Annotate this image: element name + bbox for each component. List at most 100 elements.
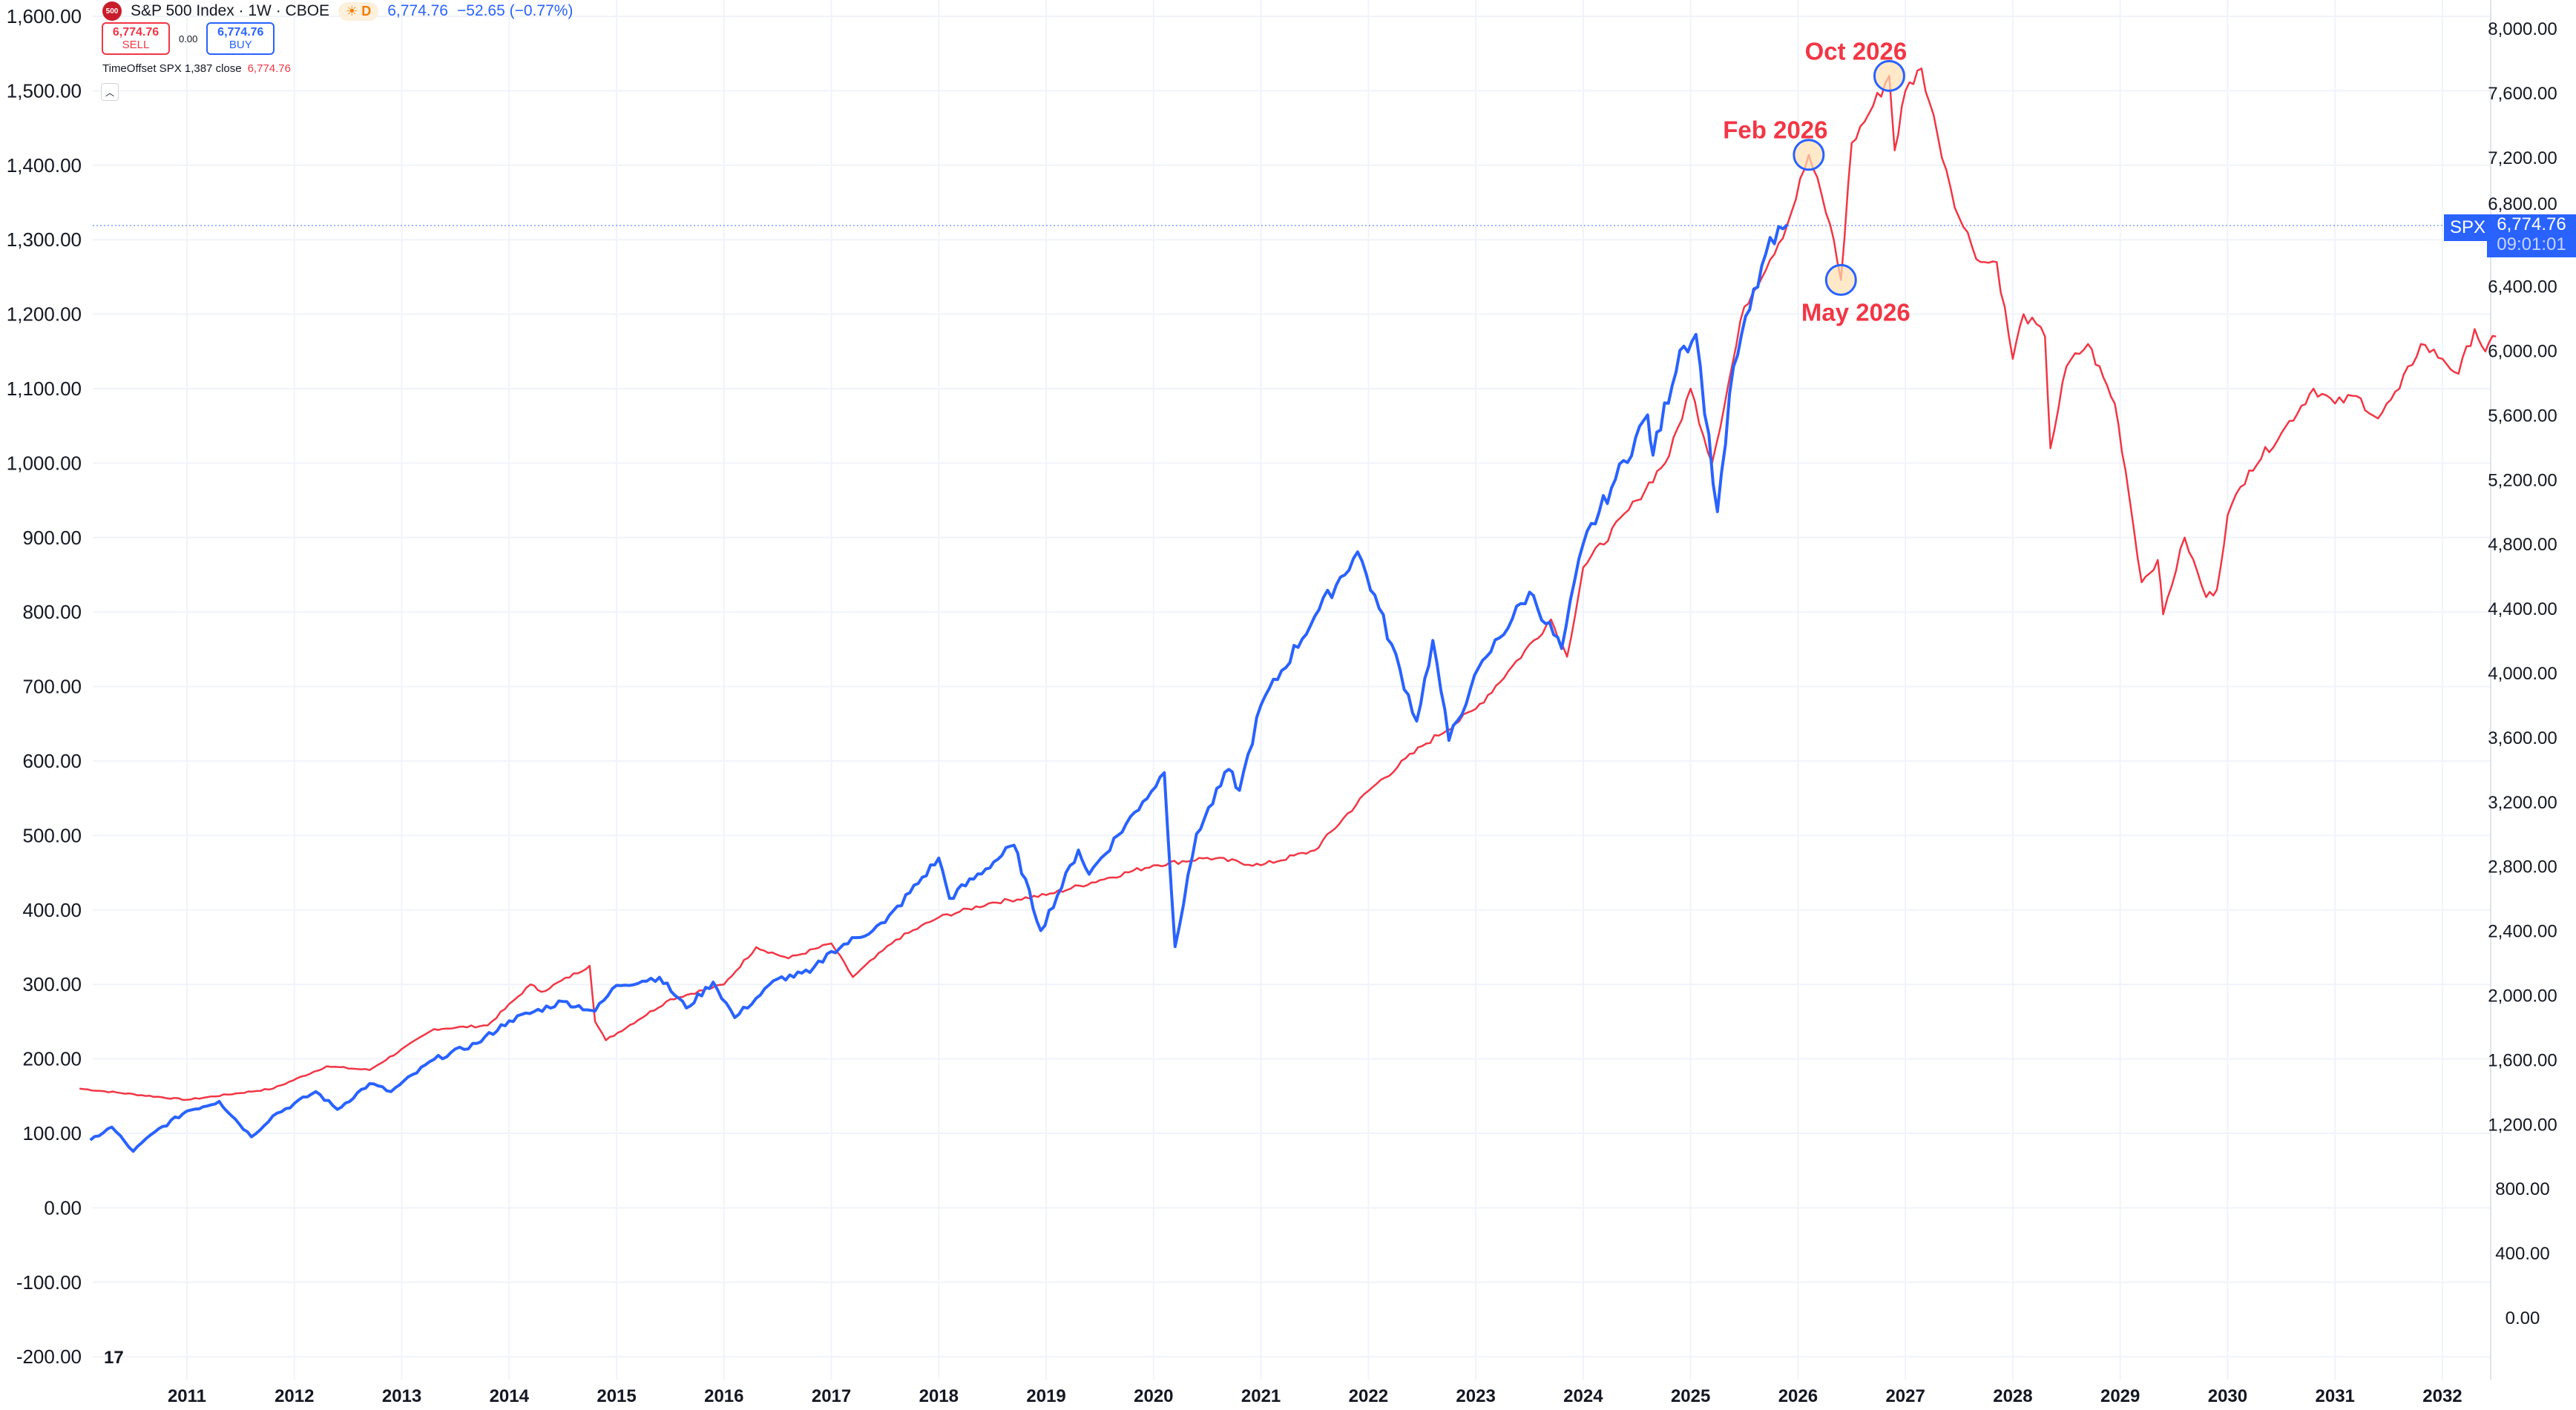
symbol-title[interactable]: S&P 500 Index · 1W · CBOE: [131, 2, 330, 19]
time-axis: 2011 2012 2013 2014 2015 2016 2017 2018 2019 2020…: [168, 1386, 2462, 1406]
left-tick-label: 900.00: [22, 527, 82, 549]
price-change: −52.65 (−0.77%): [456, 2, 574, 19]
left-tick-label: 1,500.00: [7, 79, 82, 102]
time-tick-label: 2018: [919, 1386, 959, 1406]
last-price: 6,774.76: [387, 2, 448, 19]
left-tick-label: 1,400.00: [7, 154, 82, 177]
series: [79, 67, 2497, 1153]
indicator-label: TimeOffset SPX 1,387 close: [102, 62, 242, 75]
session-badge[interactable]: ☀ D: [338, 1, 379, 21]
spread: 0.00: [179, 33, 198, 45]
left-tick-label: -200.00: [16, 1345, 82, 1368]
right-tick-label: 6,800.00: [2488, 194, 2557, 214]
right-tick-label: 4,800.00: [2488, 535, 2557, 555]
right-tick-label: 3,600.00: [2488, 728, 2557, 748]
right-tick-label: 2,400.00: [2488, 922, 2557, 942]
right-tick-label: 0.00: [2506, 1308, 2540, 1328]
right-tick-label: 400.00: [2495, 1244, 2549, 1264]
trade-panel: 6,774.76 SELL 0.00 6,774.76 BUY: [102, 22, 275, 55]
time-tick-label: 2015: [597, 1386, 636, 1406]
time-tick-label: 2022: [1349, 1386, 1388, 1406]
indicator-value: 6,774.76: [247, 62, 291, 75]
right-tick-label: 6,000.00: [2488, 342, 2557, 362]
time-tick-label: 2021: [1241, 1386, 1281, 1406]
tradingview-logo[interactable]: 17: [104, 1348, 124, 1368]
time-tick-label: 2028: [1993, 1386, 2032, 1406]
left-tick-label: 800.00: [22, 601, 82, 623]
left-tick-label: 600.00: [22, 750, 82, 772]
time-tick-label: 2031: [2316, 1386, 2355, 1406]
right-tick-label: 1,200.00: [2488, 1115, 2557, 1135]
time-tick-label: 2030: [2208, 1386, 2247, 1406]
annotations: Feb 2026 May 2026 Oct 2026: [1723, 37, 1910, 326]
sp500-logo: 500: [102, 1, 122, 21]
time-tick-label: 2011: [168, 1386, 206, 1406]
right-tick-label: 800.00: [2495, 1179, 2549, 1199]
grid: [93, 0, 2491, 1380]
right-tick-label: 5,200.00: [2488, 470, 2557, 490]
annotation-marker: [1824, 263, 1857, 296]
left-tick-label: 1,000.00: [7, 452, 82, 474]
right-tick-label: 7,200.00: [2488, 148, 2557, 168]
sell-button[interactable]: 6,774.76 SELL: [102, 22, 170, 55]
sell-label: SELL: [122, 39, 150, 51]
buy-label: BUY: [229, 39, 252, 51]
annotation-marker: [1873, 59, 1905, 92]
time-tick-label: 2020: [1134, 1386, 1173, 1406]
last-price-value: 6,774.76: [2497, 214, 2566, 234]
annotation-label: Oct 2026: [1805, 37, 1908, 65]
right-tick-label: 7,600.00: [2488, 84, 2557, 104]
left-tick-label: 1,300.00: [7, 228, 82, 251]
session-label: D: [361, 3, 372, 19]
right-price-axis: 8,000.00 7,600.00 7,200.00 6,800.00 6,400.00…: [2488, 19, 2557, 1328]
annotation-marker: [1793, 139, 1825, 171]
right-tick-label: 2,000.00: [2488, 986, 2557, 1007]
time-tick-label: 2017: [812, 1386, 851, 1406]
left-tick-label: 300.00: [22, 973, 82, 995]
time-tick-label: 2013: [382, 1386, 421, 1406]
left-tick-label: 200.00: [22, 1048, 82, 1070]
time-tick-label: 2012: [275, 1386, 314, 1406]
right-tick-label: 8,000.00: [2488, 19, 2557, 39]
last-price-label: 6,774.76 09:01:01: [2487, 214, 2576, 257]
time-tick-label: 2024: [1563, 1386, 1603, 1406]
left-tick-label: 400.00: [22, 899, 82, 921]
spx-series-line: [89, 223, 1789, 1153]
left-tick-label: 500.00: [22, 824, 82, 846]
left-tick-label: 1,100.00: [7, 378, 82, 400]
bar-countdown: 09:01:01: [2497, 234, 2566, 254]
right-tick-label: 5,600.00: [2488, 406, 2557, 426]
collapse-legend-button[interactable]: ︿: [101, 83, 119, 101]
buy-price: 6,774.76: [217, 26, 264, 39]
chevron-up-icon: ︿: [105, 87, 114, 98]
annotation-label: Feb 2026: [1723, 116, 1827, 144]
left-tick-label: 100.00: [22, 1122, 82, 1144]
time-tick-label: 2025: [1671, 1386, 1710, 1406]
time-tick-label: 2029: [2100, 1386, 2140, 1406]
right-tick-label: 4,400.00: [2488, 599, 2557, 619]
left-tick-label: 1,200.00: [7, 303, 82, 326]
symbol-price-label: SPX: [2444, 214, 2492, 241]
right-tick-label: 4,000.00: [2488, 664, 2557, 684]
time-tick-label: 2023: [1456, 1386, 1495, 1406]
left-tick-label: 700.00: [22, 676, 82, 698]
right-tick-label: 1,600.00: [2488, 1050, 2557, 1070]
right-tick-label: 6,400.00: [2488, 277, 2557, 297]
right-tick-label: 2,800.00: [2488, 857, 2557, 877]
annotation-label: May 2026: [1801, 298, 1910, 326]
time-tick-label: 2016: [704, 1386, 743, 1406]
right-tick-label: 3,200.00: [2488, 793, 2557, 813]
time-tick-label: 2032: [2422, 1386, 2462, 1406]
indicator-legend[interactable]: TimeOffset SPX 1,387 close 6,774.76: [102, 62, 291, 75]
time-tick-label: 2027: [1885, 1386, 1925, 1406]
left-tick-label: -100.00: [16, 1271, 82, 1294]
left-tick-label: 0.00: [44, 1196, 82, 1219]
left-price-axis: 1,600.00 1,500.00 1,400.00 1,300.00 1,200.00…: [7, 5, 82, 1368]
symbol-header: 500 S&P 500 Index · 1W · CBOE ☀ D 6,774.…: [102, 1, 573, 21]
offset-series-line: [79, 67, 2497, 1101]
time-tick-label: 2019: [1026, 1386, 1065, 1406]
sun-icon: ☀: [346, 3, 358, 19]
time-tick-label: 2014: [490, 1386, 530, 1406]
buy-button[interactable]: 6,774.76 BUY: [206, 22, 275, 55]
